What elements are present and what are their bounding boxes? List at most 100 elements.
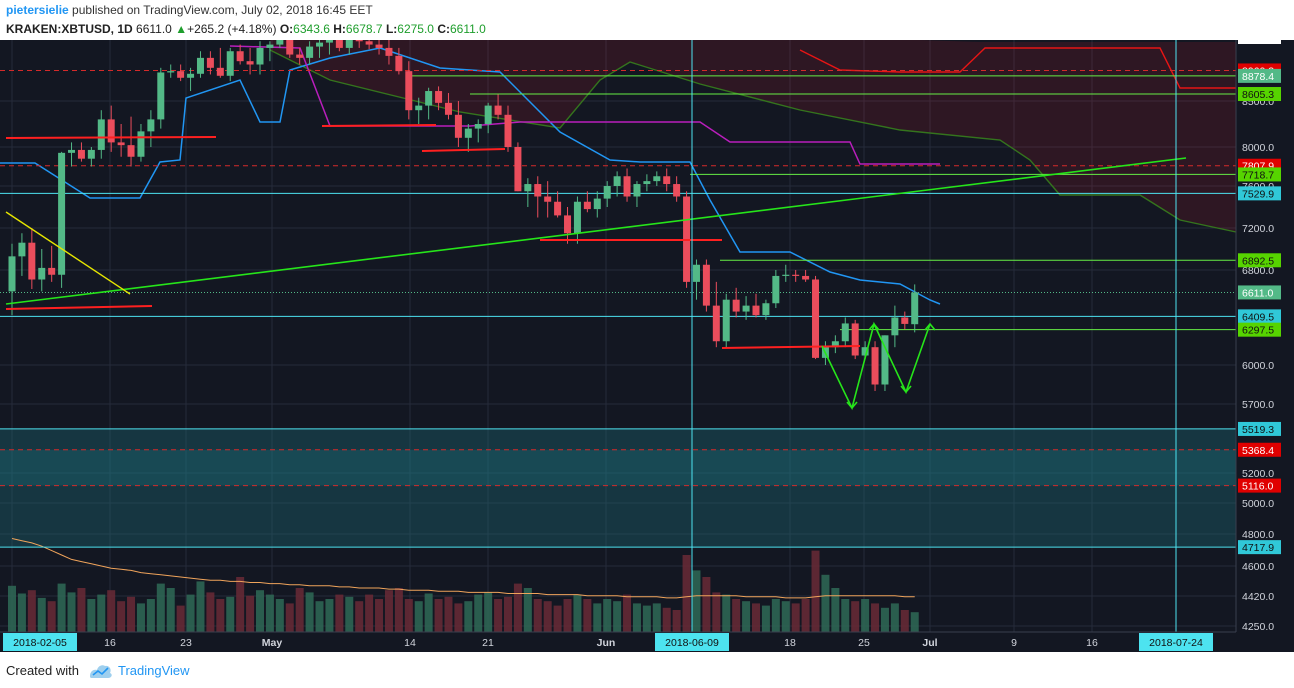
price-tick-label: 4800.0 [1242,529,1274,541]
change-value: +265.2 (+4.18%) [187,22,277,36]
tradingview-logo-icon[interactable] [88,662,114,680]
candle-body [911,292,919,325]
volume-bar [484,592,493,632]
volume-bar [632,603,641,632]
price-tick-label: 4600.0 [1242,561,1274,573]
volume-bar [910,612,919,632]
candle-body [583,201,591,210]
volume-bar [226,596,235,632]
price-tick-label: 4250.0 [1242,621,1274,633]
volume-bar [752,603,760,632]
zigzag-arrowhead-icon [924,322,936,331]
price-label-tag [1238,253,1281,268]
price-label-tag [1238,167,1281,182]
candle-body [226,51,234,76]
volume-bar [176,605,185,632]
time-tick-label: 23 [180,637,192,649]
time-tick-label: 25 [858,637,870,649]
price-chart[interactable]: 8500.08000.07600.07200.06800.06000.05700… [0,40,1294,652]
candle-body [564,215,572,234]
price-label-value: 5519.3 [1242,424,1274,436]
senkou-span-a-line [269,49,1237,233]
candle-body [345,40,353,48]
candle-body [484,105,492,124]
price-label-value: 4717.9 [1242,542,1274,554]
time-tick-label: Jun [597,637,616,649]
publish-line: pietersielie published on TradingView.co… [6,3,373,17]
volume-bar [265,594,274,632]
candle-body [722,299,730,342]
price-tick-label: 6000.0 [1242,360,1274,372]
candle-body [762,303,770,316]
tradingview-link[interactable]: TradingView [118,663,190,678]
volume-bar [295,588,304,632]
time-tick-label: 16 [1086,637,1098,649]
symbol-label: KRAKEN:XBTUSD, 1D [6,22,133,36]
volume-bar [117,601,126,632]
price-label-tag [1238,186,1281,201]
candle-body [276,40,284,45]
time-tick-label: 2018-07-24 [1149,637,1203,649]
price-tick-label: 5700.0 [1242,399,1274,411]
volume-bar [732,599,741,632]
price-label-value: 8878.4 [1242,71,1274,83]
volume-bar [17,593,26,632]
volume-bar [563,599,572,632]
volume-bar [256,590,264,632]
volume-bar [345,596,354,632]
candle-body [216,67,224,76]
candle-body [494,105,502,115]
price-axis[interactable]: 8500.08000.07600.07200.06800.06000.05700… [1235,40,1294,652]
candle-body [8,256,16,292]
candle-body [673,184,681,197]
volume-bar [8,585,16,632]
volume-bar [236,577,245,632]
candle-body [246,61,254,65]
volume-bar [424,593,433,632]
created-with-text: Created with [6,663,79,678]
candle-body [236,51,244,62]
candle-body [107,119,115,143]
volume-bar [523,588,532,632]
last-price: 6611.0 [136,22,172,36]
volume-bar [454,603,463,632]
candle-body [435,91,443,103]
change-arrow-icon: ▲ [175,22,188,36]
price-label-value: 6611.0 [1242,287,1273,299]
tenkan-sen-line [229,45,940,165]
price-tick-label: 5200.0 [1242,468,1274,480]
volume-bar [702,577,711,632]
volume-bar [811,550,820,632]
author-link[interactable]: pietersielie [6,3,69,17]
price-label-tag [1238,442,1281,457]
time-tick-label: Jul [922,637,937,649]
kijun-sen-line [0,47,941,305]
candle-body [38,267,46,280]
low-label: L: [385,22,398,36]
volume-bar [27,590,36,632]
price-label-tag [1238,68,1281,83]
candle-body [891,317,899,336]
candle-body [335,40,343,48]
candle-body [444,102,452,115]
candle-body [316,42,324,47]
volume-bar [87,599,96,632]
volume-bar [801,599,810,632]
candle-body [306,46,314,58]
volume-bar [37,597,46,632]
candle-body [732,299,740,312]
volume-bar [890,603,899,632]
price-tick-label: 6800.0 [1242,265,1274,277]
candle-body [365,41,373,45]
price-label-tag [1238,322,1281,337]
volume-bar [543,601,552,632]
volume-bar [384,590,393,632]
volume-bar [593,603,602,632]
candle-body [256,47,264,65]
price-tick-label: 8000.0 [1242,142,1274,154]
time-axis[interactable]: 2018-02-05 16 23 May 14 21 Jun 2018-06-09 18 25 Ju… [0,631,1294,652]
candle-body [514,147,522,192]
volume-bar [355,601,364,632]
horizontal-levels [0,69,1236,548]
candles [8,40,919,391]
